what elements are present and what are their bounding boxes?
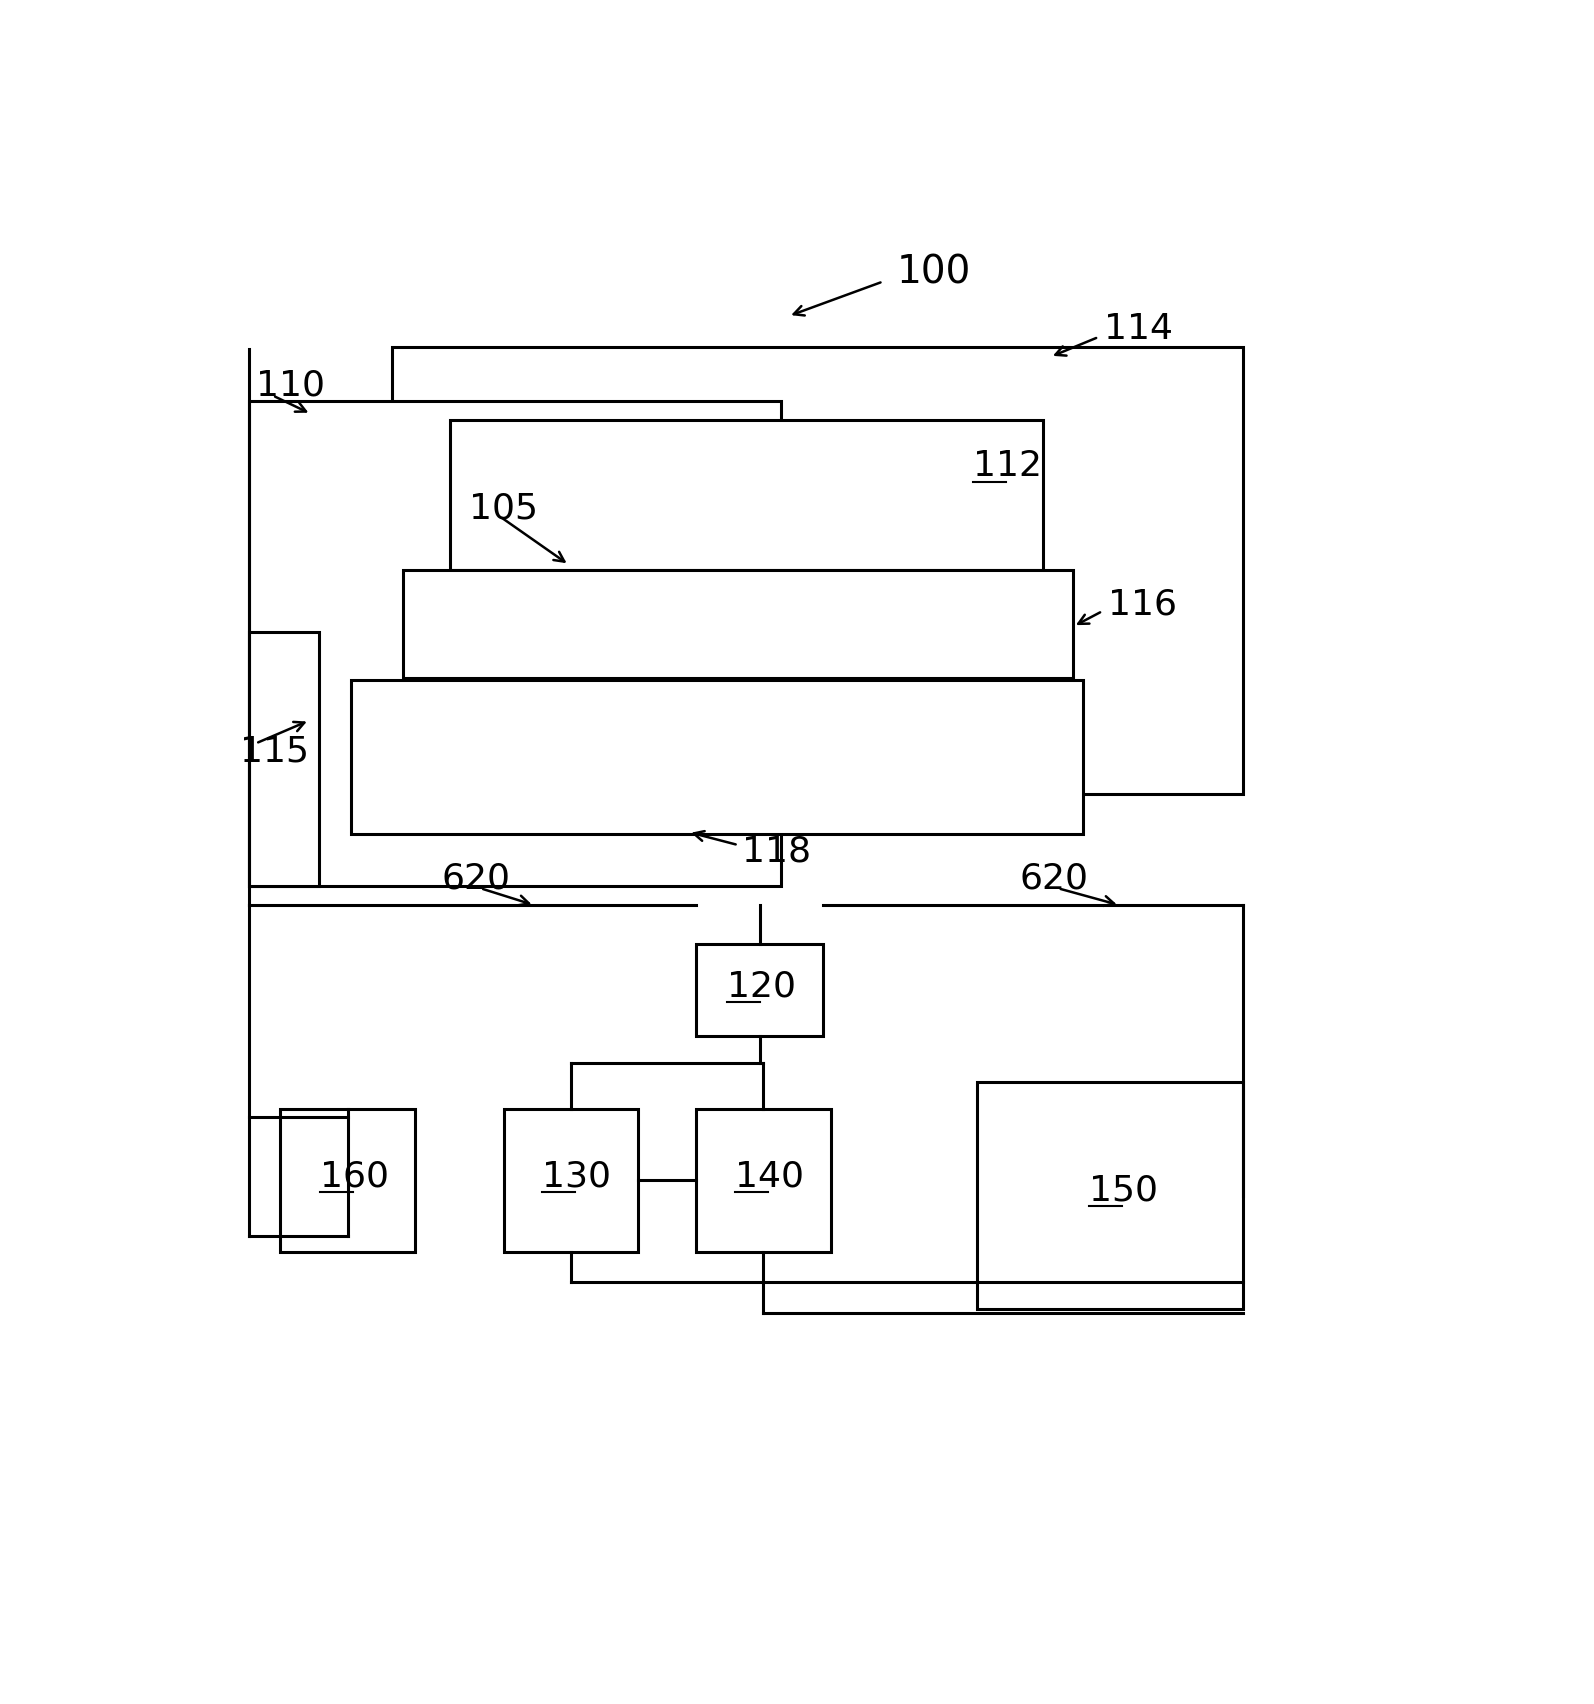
Text: 150: 150	[1089, 1172, 1157, 1206]
Text: 118: 118	[743, 835, 811, 869]
Text: 620: 620	[442, 861, 512, 895]
Bar	[504, 1109, 638, 1252]
Text: 130: 130	[542, 1159, 611, 1193]
Text: 114: 114	[1105, 312, 1173, 346]
Bar	[249, 400, 781, 886]
Bar	[450, 421, 1042, 571]
Text: 112: 112	[974, 450, 1042, 484]
Text: 140: 140	[735, 1159, 803, 1193]
Bar	[351, 680, 1082, 835]
Bar	[977, 1082, 1243, 1309]
Text: 115: 115	[241, 734, 309, 769]
Text: 120: 120	[727, 970, 795, 1004]
Text: 100: 100	[896, 254, 971, 291]
Bar	[249, 632, 319, 886]
Text: 620: 620	[1020, 861, 1089, 895]
Bar	[697, 944, 823, 1036]
Bar	[392, 348, 1243, 794]
Text: 110: 110	[255, 368, 325, 402]
Bar	[697, 1109, 830, 1252]
Text: 116: 116	[1108, 588, 1176, 622]
Bar	[281, 1109, 414, 1252]
Text: 160: 160	[320, 1159, 389, 1193]
Text: 105: 105	[469, 492, 537, 525]
Bar	[403, 571, 1073, 678]
